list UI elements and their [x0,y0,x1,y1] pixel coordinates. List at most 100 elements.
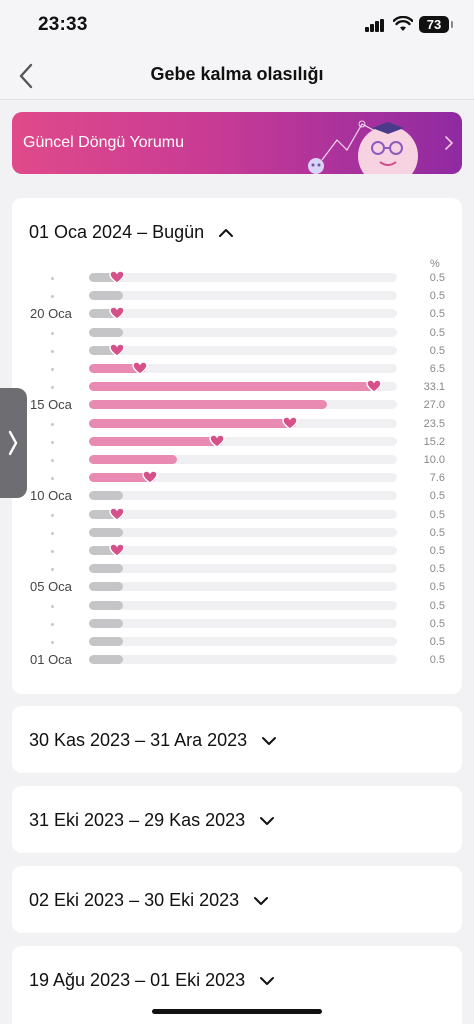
chart-date-dot [51,550,54,553]
chevron-left-icon[interactable] [14,60,38,92]
page-title: Gebe kalma olasılığı [150,64,324,84]
chart-value-label: 0.5 [429,599,445,612]
chart-value-label: 0.5 [429,344,445,357]
chart-bar [89,309,123,319]
chart-row: 7.6 [12,469,462,487]
period-header-label: 01 Oca 2024 – Bugün [29,222,205,242]
chart-track [89,291,397,301]
chart-track [89,600,397,610]
chart-date-dot [51,477,54,481]
chart-bar [89,473,156,483]
chart-row: 23.5 [12,415,462,433]
wifi-icon [393,16,413,31]
battery-icon: 73 [419,16,453,33]
chart-track [89,309,397,319]
chart-date-dot [51,459,54,462]
chart-date-dot [51,368,54,371]
chart-row: 05 Oca 0.5 [12,578,462,596]
chart-row: 0.5 [12,287,462,305]
chart-date-label: 20 Oca [30,306,72,322]
chart-date-dot [51,604,54,608]
chart-track [89,509,397,519]
chart-bar [89,418,296,428]
heart-icon [366,379,382,394]
chart-row: 20 Oca 0.5 [12,305,462,323]
chart-track [89,546,397,555]
chart-bar [89,546,123,555]
cellular-signal-icon [365,19,385,32]
chart-bar [89,273,123,282]
chart-bar [89,364,147,373]
chart-value-label: 6.5 [429,363,445,375]
chart-date-dot [51,641,54,644]
chart-track [89,655,397,665]
period-card[interactable]: 31 Eki 2023 – 29 Kas 2023 [12,786,462,853]
chart-row: 10.0 [12,451,462,469]
period-header[interactable]: 02 Eki 2023 – 30 Eki 2023 [29,890,269,911]
chart-value-label: 15.2 [423,435,445,448]
chart-value-label: 27.0 [423,399,445,412]
cycle-comment-banner[interactable]: Güncel Döngü Yorumu [12,112,462,174]
chart-row: 0.5 [12,597,462,615]
chart-value-label: 7.6 [429,472,445,485]
chart-row: 10 Oca 0.5 [12,487,462,505]
chart-date-dot [51,440,54,444]
chart-bar [89,291,123,301]
chart-track [89,527,397,537]
heart-icon [109,306,125,321]
chart-row: 0.5 [12,506,462,524]
heart-icon [132,361,148,375]
heart-icon [109,543,125,557]
period-header[interactable]: 30 Kas 2023 – 31 Ara 2023 [29,730,277,751]
chart-date-dot [51,349,54,353]
side-drawer-handle[interactable] [0,388,27,498]
chart-value-label: 0.5 [429,563,445,576]
chart-row: 0.5 [12,633,462,651]
period-header-label: 30 Kas 2023 – 31 Ara 2023 [29,730,248,750]
heart-icon [209,434,225,448]
chart-bar [89,655,123,665]
chart-value-label: 0.5 [429,272,445,284]
chart-date-label: 05 Oca [30,579,72,595]
chart-value-label: 0.5 [429,581,445,594]
chart-value-label: 0.5 [429,326,445,339]
chart-row: 0.5 [12,269,462,287]
chevron-up-icon [219,228,234,237]
chart-bar [89,491,123,501]
chevron-right-icon [445,136,454,150]
period-card[interactable]: 02 Eki 2023 – 30 Eki 2023 [12,866,462,933]
chart-track [89,491,397,501]
chevron-down-icon [262,736,277,745]
chart-value-label: 10.0 [423,454,445,466]
heart-icon [109,506,125,521]
period-header[interactable]: 19 Ağu 2023 – 01 Eki 2023 [29,970,275,991]
chart-row: 0.5 [12,542,462,560]
chart-value-label: 0.5 [429,508,445,521]
chart-bar [89,600,123,610]
chart-bar [89,436,223,446]
banner-label: Güncel Döngü Yorumu [23,134,184,151]
home-indicator [152,1009,322,1014]
heart-icon [109,343,125,357]
heart-icon [109,270,125,284]
chart-bar [89,618,123,628]
chart-value-label: 0.5 [429,545,445,557]
chart-date-dot [51,331,54,335]
chart-bar [89,455,177,464]
chart-date-dot [51,513,54,517]
chart-value-label: 0.5 [429,654,445,667]
chart-value-label: 0.5 [429,617,445,630]
chart-row: 6.5 [12,360,462,378]
chart-date-label: 15 Oca [30,397,72,413]
chart-track [89,345,397,355]
chart-bar [89,400,327,410]
chart-bar [89,327,123,337]
period-card[interactable]: 30 Kas 2023 – 31 Ara 2023 [12,706,462,773]
chart-row: 0.5 [12,342,462,360]
chart-row: 33.1 [12,378,462,396]
period-header[interactable]: 01 Oca 2024 – Bugün [29,222,234,243]
status-time: 23:33 [38,14,88,35]
period-header[interactable]: 31 Eki 2023 – 29 Kas 2023 [29,810,275,831]
chart-bar [89,527,123,537]
chevron-down-icon [260,816,275,825]
